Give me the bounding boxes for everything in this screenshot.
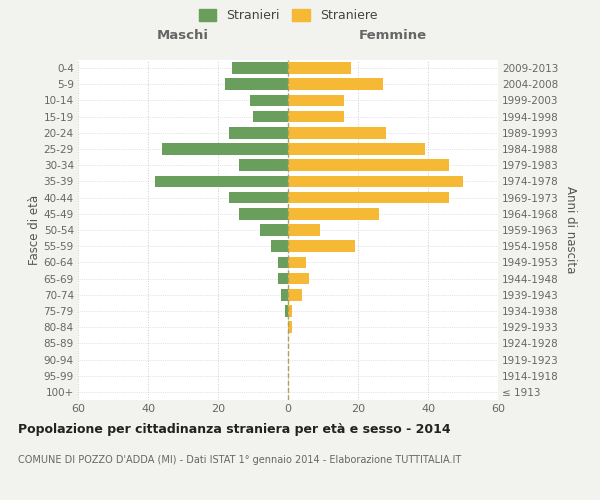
Bar [288, 176, 463, 188]
Bar [239, 160, 288, 171]
Bar [284, 305, 288, 317]
Bar [277, 256, 288, 268]
Bar [288, 111, 344, 122]
Bar [260, 224, 288, 236]
Text: Popolazione per cittadinanza straniera per età e sesso - 2014: Popolazione per cittadinanza straniera p… [18, 422, 451, 436]
Y-axis label: Fasce di età: Fasce di età [28, 195, 41, 265]
Legend: Stranieri, Straniere: Stranieri, Straniere [196, 6, 380, 25]
Bar [239, 208, 288, 220]
Bar [288, 256, 305, 268]
Bar [288, 322, 292, 333]
Bar [288, 224, 320, 236]
Bar [288, 289, 302, 300]
Bar [229, 127, 288, 138]
Bar [288, 94, 344, 106]
Text: Maschi: Maschi [157, 30, 209, 43]
Bar [225, 78, 288, 90]
Bar [288, 272, 309, 284]
Bar [271, 240, 288, 252]
Bar [288, 192, 449, 203]
Y-axis label: Anni di nascita: Anni di nascita [565, 186, 577, 274]
Bar [288, 143, 425, 155]
Bar [288, 240, 355, 252]
Bar [162, 143, 288, 155]
Bar [229, 192, 288, 203]
Bar [277, 272, 288, 284]
Bar [155, 176, 288, 188]
Bar [281, 289, 288, 300]
Bar [253, 111, 288, 122]
Bar [232, 62, 288, 74]
Text: COMUNE DI POZZO D'ADDA (MI) - Dati ISTAT 1° gennaio 2014 - Elaborazione TUTTITAL: COMUNE DI POZZO D'ADDA (MI) - Dati ISTAT… [18, 455, 461, 465]
Text: Femmine: Femmine [359, 30, 427, 43]
Bar [288, 78, 383, 90]
Bar [288, 160, 449, 171]
Bar [288, 62, 351, 74]
Bar [250, 94, 288, 106]
Bar [288, 305, 292, 317]
Bar [288, 127, 386, 138]
Bar [288, 208, 379, 220]
